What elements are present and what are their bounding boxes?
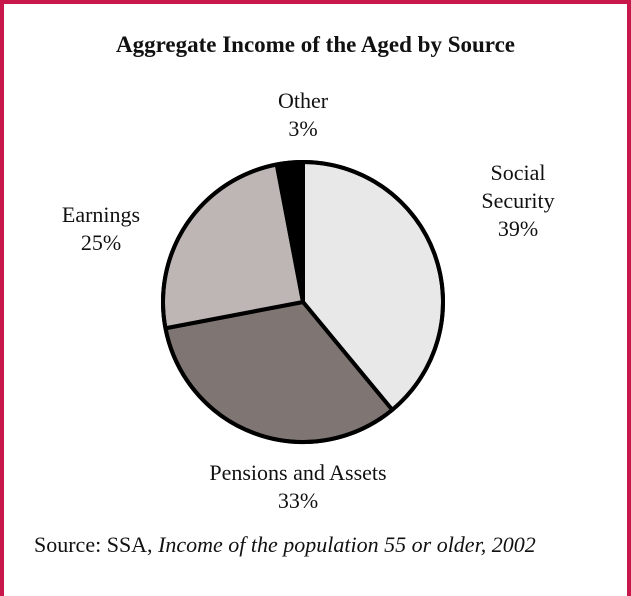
slice-value-label-0: 39% [498, 216, 538, 241]
slice-value-label-1: 33% [278, 488, 318, 513]
chart-title: Aggregate Income of the Aged by Source [115, 32, 516, 57]
pie-outline [161, 160, 445, 444]
slice-name-label-3: Other [278, 88, 329, 113]
source-work-title: Income of the population 55 or older, 20… [158, 532, 536, 557]
slice-name-label-1: Pensions and Assets [209, 460, 386, 485]
slice-name-label-0: Social [491, 160, 546, 185]
slice-value-label-3: 3% [288, 116, 317, 141]
slice-name-label-0: Security [481, 188, 554, 213]
pie-chart: Social Security 39% Pensions and Assets 33% E… [62, 88, 555, 513]
source-note: Source: SSA, Income of the population 55… [34, 530, 614, 560]
slice-value-label-2: 25% [81, 230, 121, 255]
slice-name-label-2: Earnings [62, 202, 140, 227]
source-prefix: Source: SSA, [34, 532, 159, 557]
